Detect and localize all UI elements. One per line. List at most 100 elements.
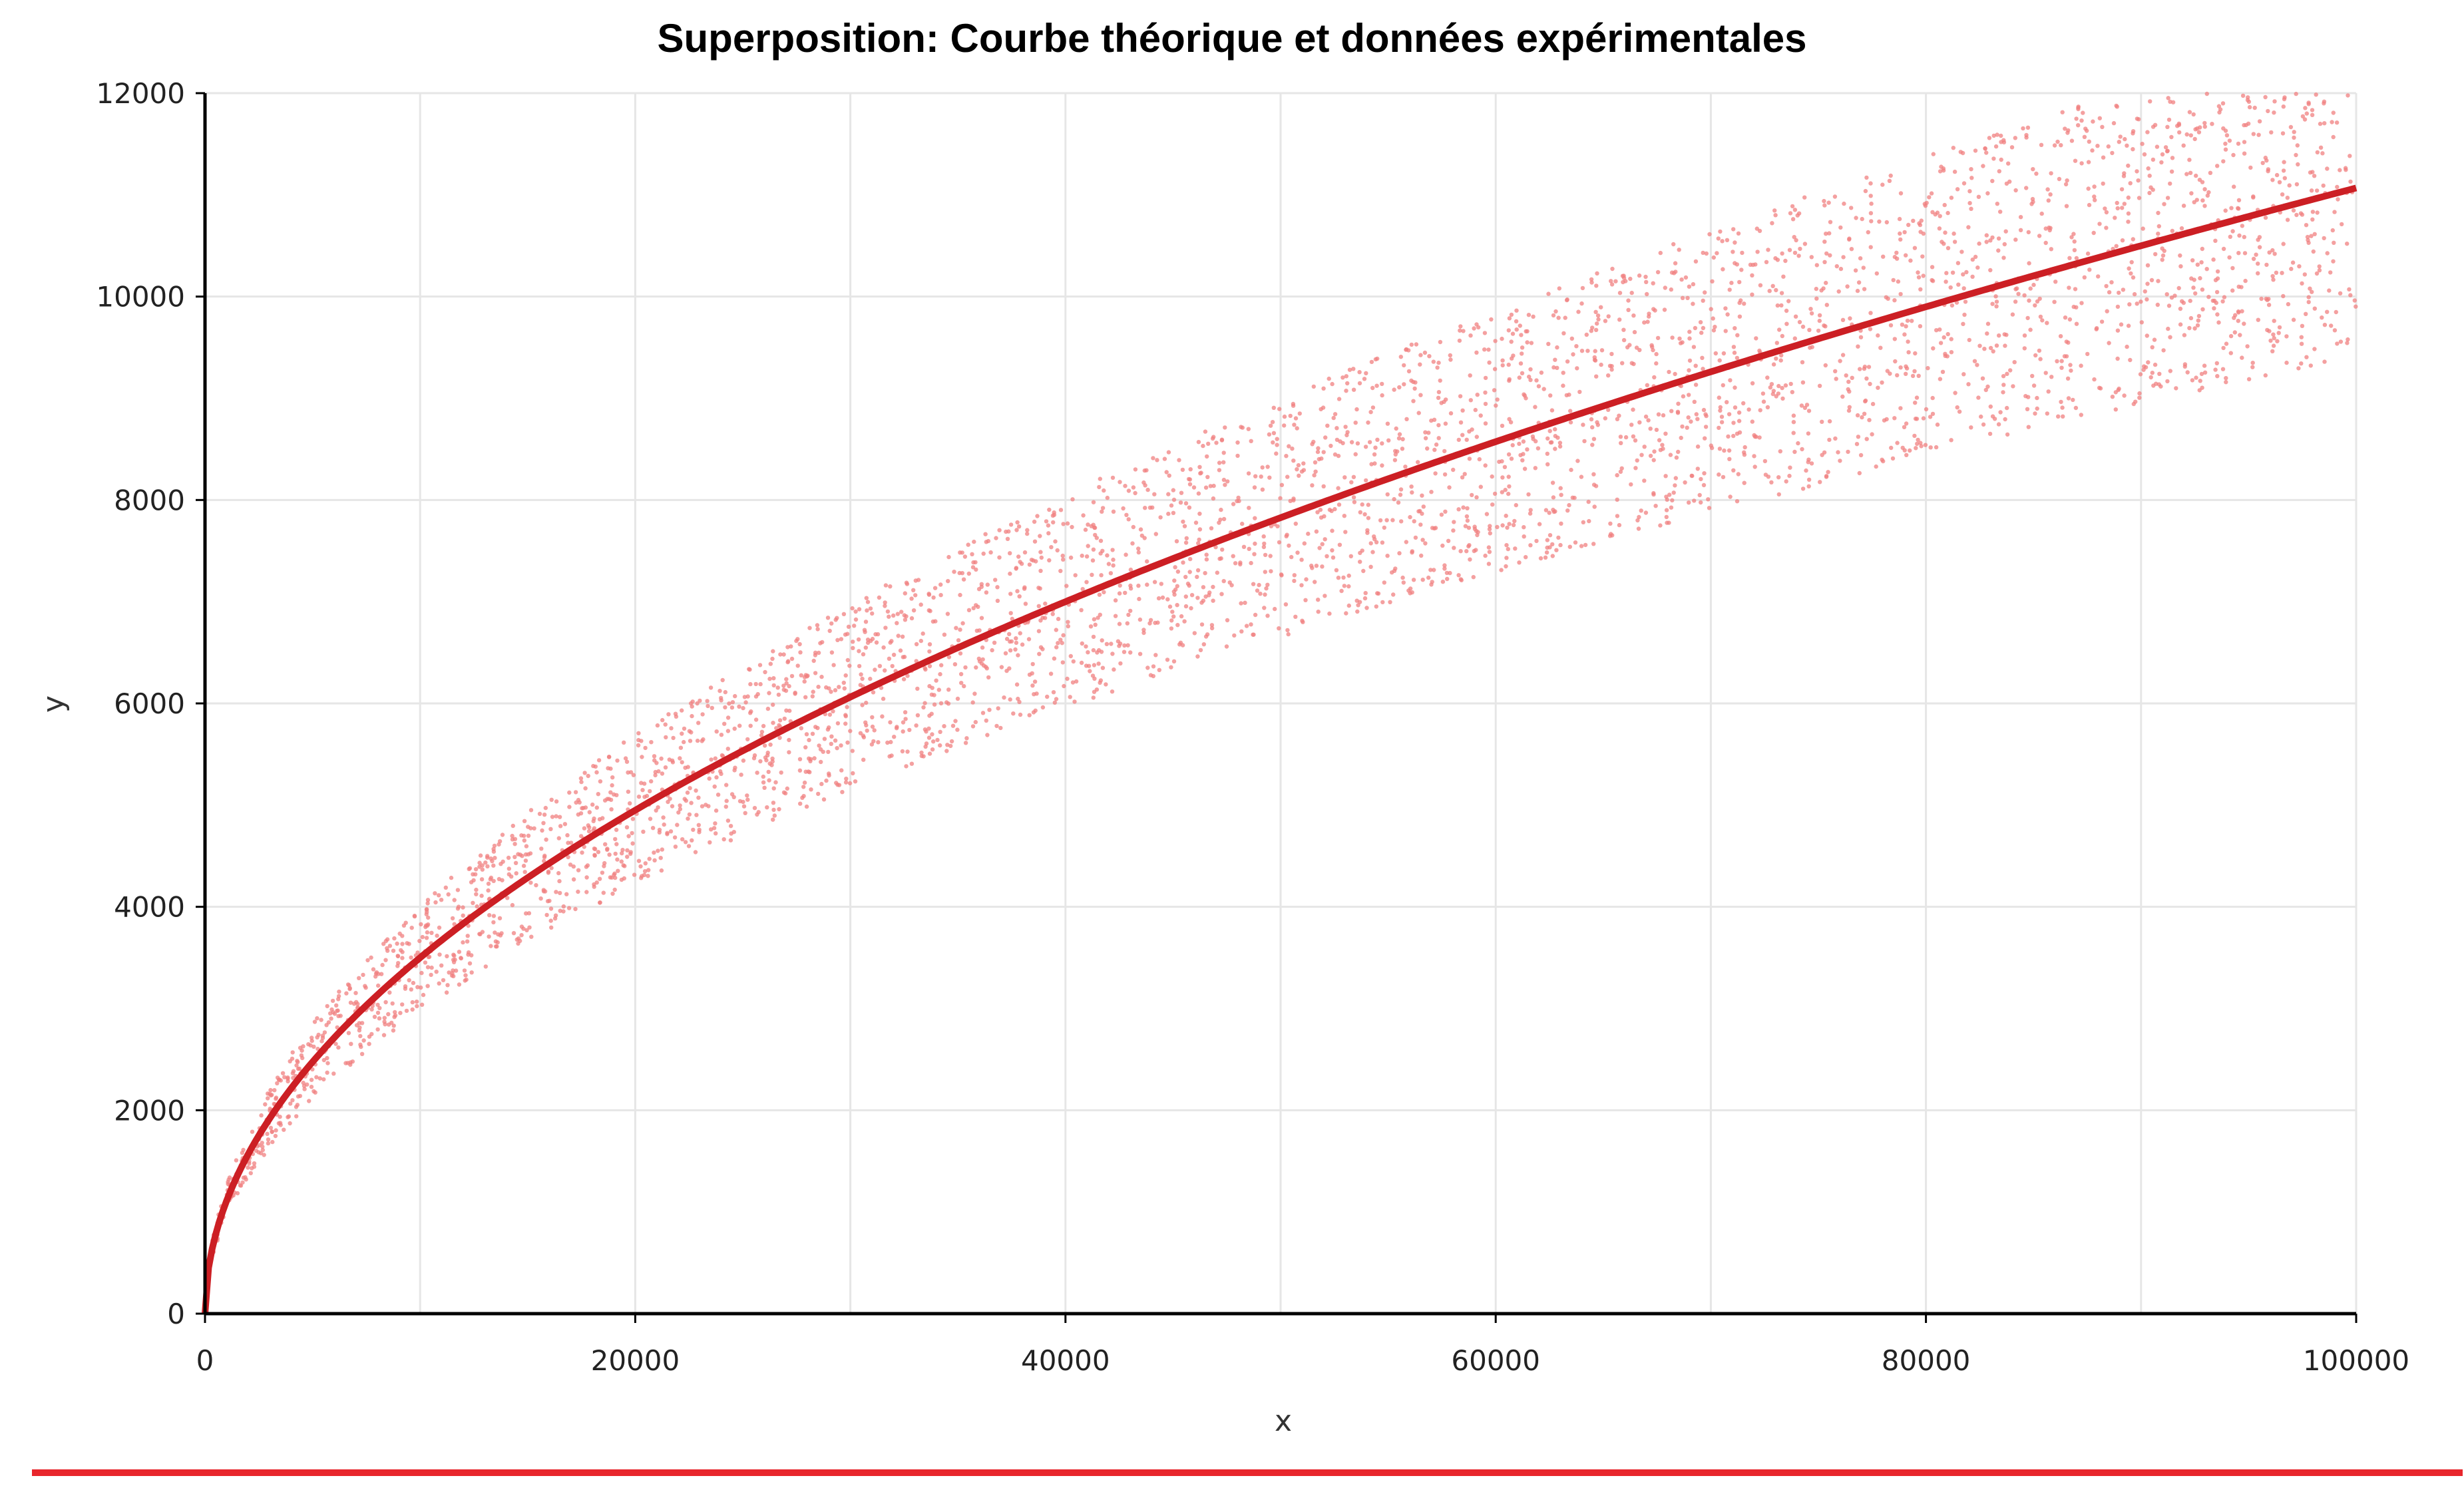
scatter-point [1436, 360, 1441, 365]
scatter-point [1627, 343, 1632, 347]
scatter-point [1827, 419, 1832, 424]
scatter-point [1553, 427, 1557, 432]
scatter-point [1197, 537, 1201, 542]
scatter-point [1061, 557, 1066, 562]
scatter-point [2069, 368, 2073, 373]
scatter-point [1828, 253, 1832, 258]
scatter-point [743, 700, 748, 705]
scatter-point [263, 1102, 268, 1107]
scatter-point [1928, 445, 1933, 450]
scatter-point [871, 690, 876, 695]
scatter-point [1335, 426, 1339, 431]
scatter-point [1195, 568, 1201, 573]
scatter-point [2216, 104, 2222, 108]
scatter-point [400, 942, 405, 946]
scatter-point [1008, 592, 1013, 596]
scatter-point [1060, 660, 1066, 665]
scatter-point [1336, 397, 1342, 401]
scatter-point [1769, 382, 1774, 387]
scatter-point [741, 804, 747, 809]
scatter-point [810, 731, 815, 736]
scatter-point [443, 885, 448, 890]
scatter-point [948, 743, 953, 749]
scatter-point [659, 868, 664, 873]
scatter-point [1985, 384, 1990, 389]
scatter-point [2115, 104, 2119, 109]
scatter-point [1994, 343, 1999, 348]
scatter-point [870, 724, 875, 729]
scatter-point [1316, 446, 1321, 451]
scatter-point [1136, 546, 1141, 551]
scatter-point [2194, 126, 2200, 131]
scatter-point [353, 991, 358, 996]
y-axis-label: y [37, 695, 71, 713]
scatter-point [1778, 358, 1783, 363]
scatter-point [2190, 258, 2195, 263]
scatter-point [1097, 484, 1102, 490]
scatter-point [373, 974, 378, 979]
scatter-point [1990, 414, 1995, 419]
scatter-point [710, 705, 715, 711]
scatter-point [833, 688, 838, 693]
scatter-point [1373, 445, 1378, 450]
scatter-point [2013, 238, 2018, 242]
scatter-point [1737, 279, 1742, 285]
scatter-point [1277, 407, 1282, 411]
scatter-point [1940, 240, 1944, 244]
scatter-point [741, 758, 746, 763]
scatter-point [869, 742, 875, 747]
scatter-point [2274, 270, 2279, 275]
scatter-point [1022, 550, 1028, 555]
scatter-point [1068, 695, 1072, 699]
scatter-point [1575, 459, 1580, 463]
scatter-point [2156, 224, 2161, 229]
scatter-point [1014, 636, 1018, 641]
scatter-point [1645, 383, 1649, 387]
scatter-point [558, 890, 562, 896]
scatter-point [2275, 339, 2280, 343]
scatter-point [354, 1023, 359, 1027]
scatter-point [1331, 555, 1336, 560]
scatter-point [597, 876, 602, 881]
scatter-point [678, 803, 682, 808]
scatter-point [294, 1114, 299, 1119]
scatter-point [2095, 144, 2100, 148]
scatter-point [1482, 331, 1488, 335]
scatter-point [1818, 480, 1822, 484]
scatter-point [1167, 473, 1171, 478]
scatter-point [1796, 254, 1801, 258]
scatter-point [1143, 506, 1147, 510]
scatter-point [1050, 612, 1055, 616]
scatter-point [1631, 434, 1636, 439]
scatter-point [768, 661, 773, 666]
scatter-point [1353, 452, 1358, 457]
scatter-point [889, 739, 893, 745]
scatter-point [997, 528, 1002, 532]
scatter-point [2348, 179, 2353, 184]
scatter-point [1365, 528, 1370, 532]
scatter-point [2074, 321, 2079, 326]
scatter-point [1988, 268, 1993, 273]
scatter-point [777, 735, 782, 740]
scatter-point [1490, 502, 1495, 507]
scatter-point [1499, 568, 1504, 572]
scatter-point [670, 758, 675, 763]
scatter-point [2263, 373, 2268, 378]
scatter-point [662, 822, 666, 827]
scatter-point [1046, 523, 1051, 528]
scatter-point [1680, 295, 1685, 300]
scatter-point [331, 1071, 336, 1076]
scatter-point [2104, 210, 2109, 215]
scatter-point [642, 872, 647, 878]
scatter-point [631, 773, 636, 777]
scatter-point [1208, 484, 1213, 488]
scatter-point [590, 802, 595, 807]
scatter-point [845, 632, 850, 636]
scatter-point [687, 729, 692, 733]
scatter-point [1025, 528, 1030, 532]
scatter-point [477, 932, 482, 936]
scatter-point [1774, 287, 1778, 293]
scatter-point [1131, 524, 1136, 530]
scatter-point [1807, 327, 1812, 332]
scatter-point [648, 817, 653, 821]
